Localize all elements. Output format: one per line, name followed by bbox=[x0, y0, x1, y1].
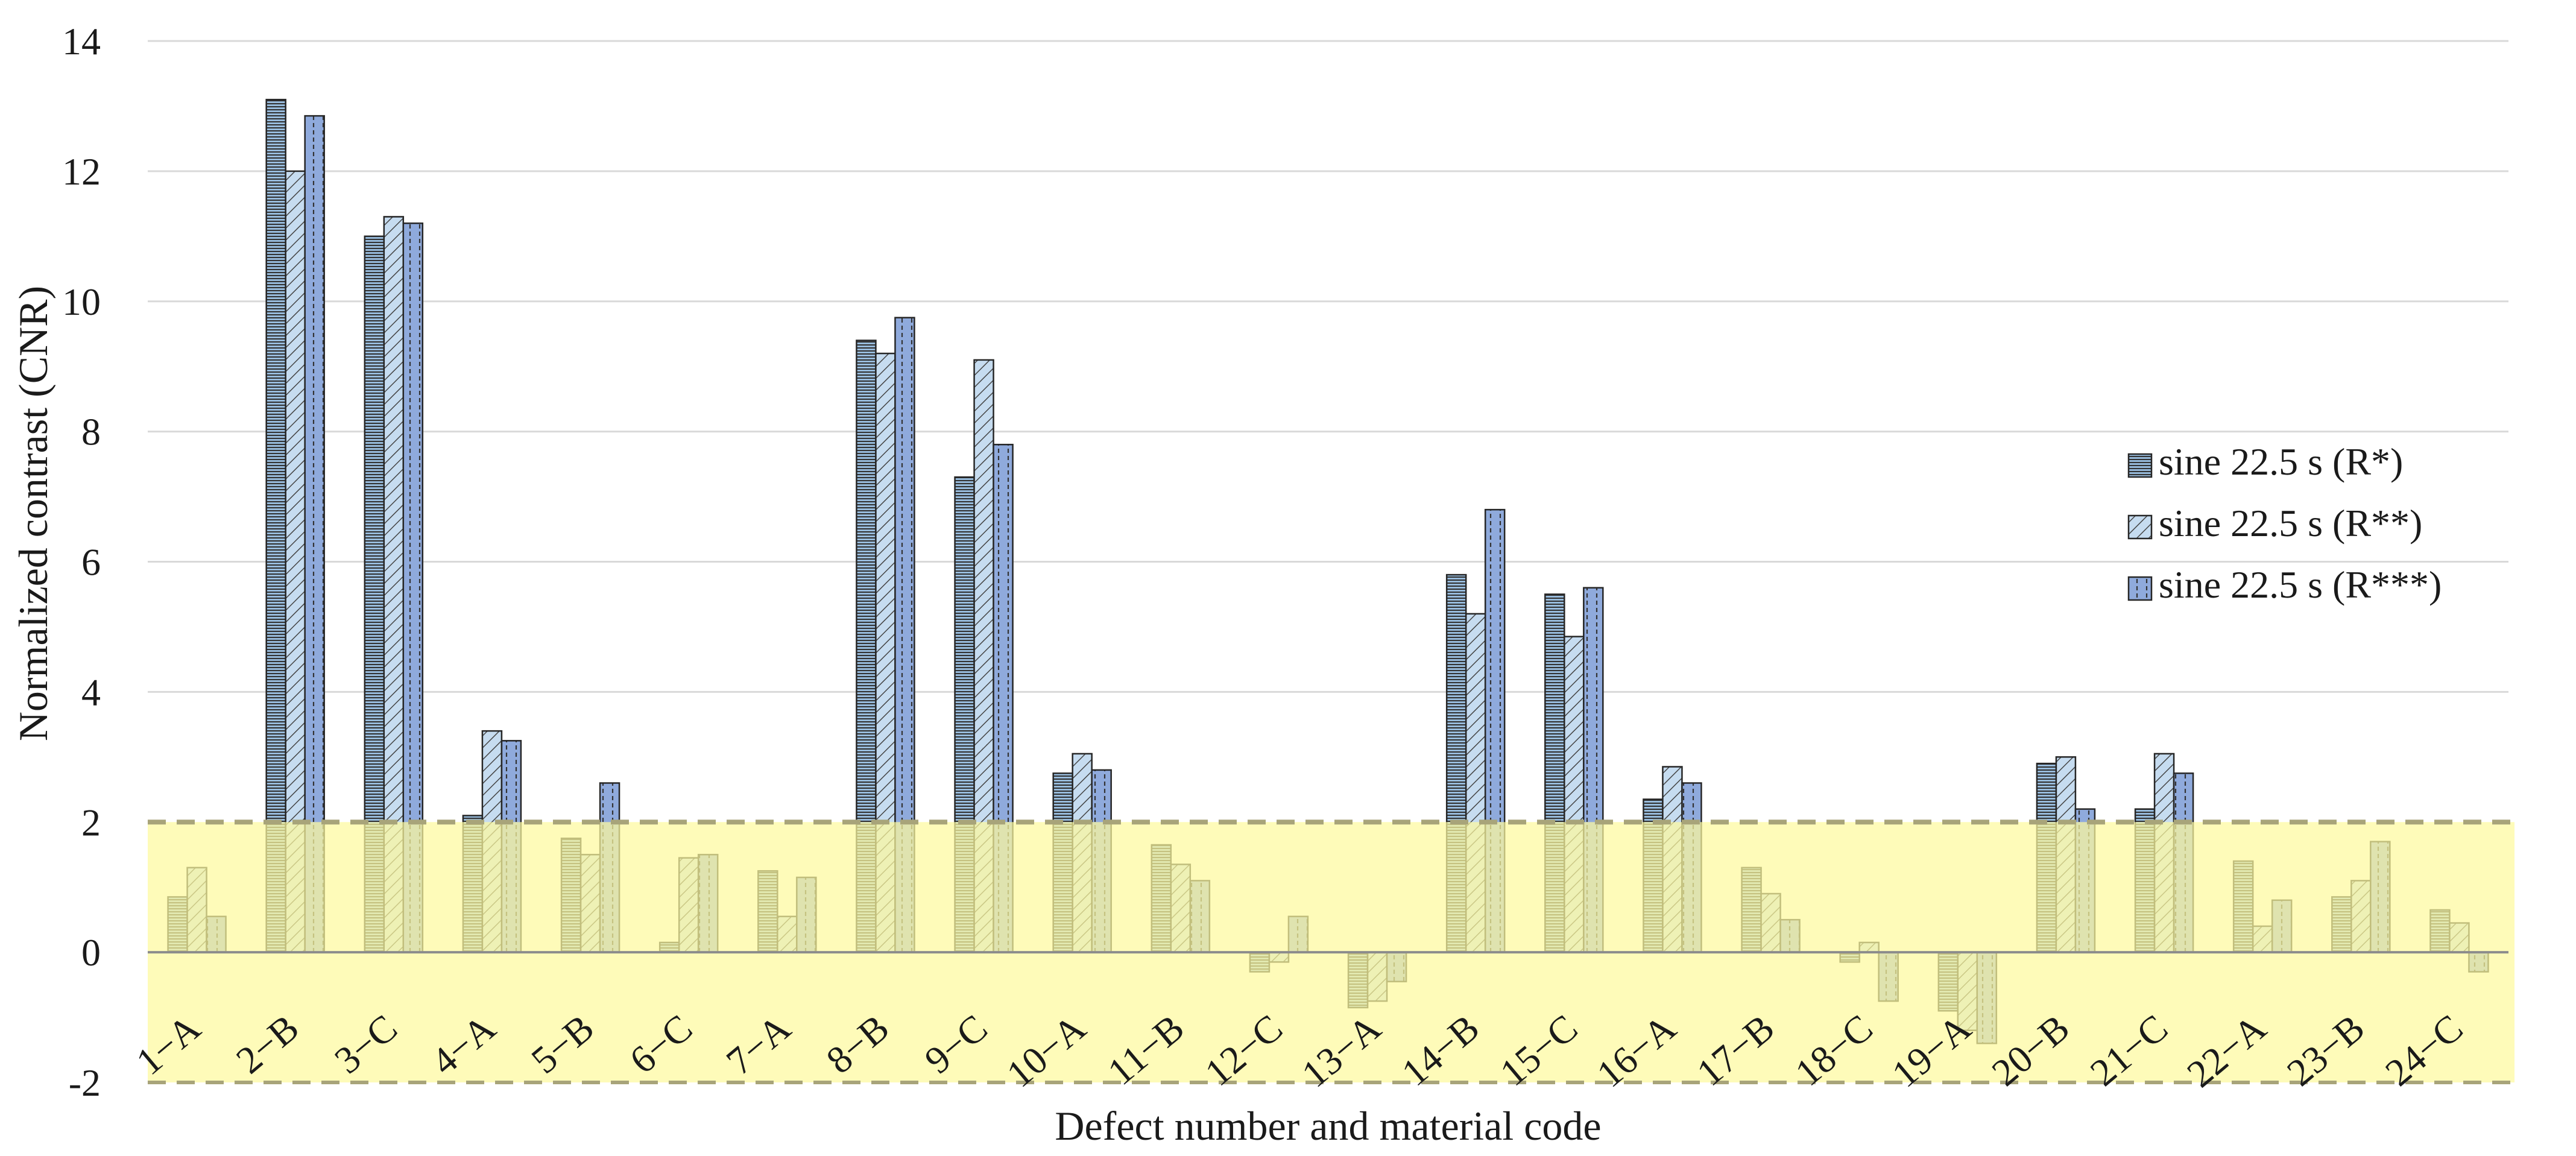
legend-swatch-2 bbox=[2127, 514, 2153, 540]
y-tick-label: -2 bbox=[69, 1061, 101, 1104]
legend-swatch-3 bbox=[2127, 576, 2153, 601]
gridlines bbox=[148, 40, 2508, 693]
y-tick-label: 0 bbox=[81, 931, 101, 974]
x-axis-title: Defect number and material code bbox=[1055, 1103, 1601, 1149]
legend-label-2: sine 22.5 s (R**) bbox=[2159, 502, 2422, 545]
y-tick-label: 6 bbox=[81, 541, 101, 584]
y-tick-label: 12 bbox=[62, 150, 101, 193]
legend: sine 22.5 s (R*) sine 22.5 s (R**) sine 22… bbox=[2127, 440, 2442, 606]
legend-swatch-1 bbox=[2127, 453, 2153, 478]
y-tick-label: 2 bbox=[81, 801, 101, 844]
y-tick-label: 4 bbox=[81, 671, 101, 713]
y-tick-label: 14 bbox=[62, 20, 101, 63]
bar-3-2−B bbox=[304, 115, 325, 953]
legend-label-1: sine 22.5 s (R*) bbox=[2159, 440, 2403, 483]
y-axis-title: Normalized contrast (CNR) bbox=[10, 286, 56, 741]
y-tick-label: 10 bbox=[62, 280, 101, 323]
legend-label-3: sine 22.5 s (R***) bbox=[2159, 563, 2442, 606]
y-tick-label: 8 bbox=[81, 411, 101, 453]
